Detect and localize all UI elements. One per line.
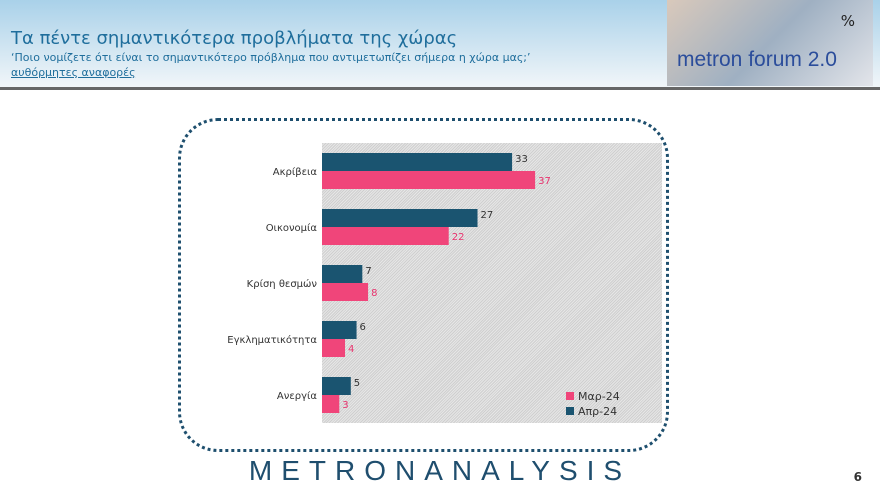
legend-label: Μαρ-24 [578,390,620,403]
bar [322,265,363,283]
category-label: Κρίση θεσμών [247,278,318,290]
page-number: 6 [853,470,862,484]
plot-area [322,143,662,423]
bar [322,339,346,357]
data-label: 6 [360,322,366,333]
percent-symbol: % [840,12,855,30]
category-label: Εγκληματικότητα [227,334,317,346]
question-subtitle: ‘Ποιο νομίζετε ότι είναι το σημαντικότερ… [11,51,531,64]
category-label: Οικονομία [266,222,318,234]
data-label: 4 [348,344,354,355]
data-label: 7 [365,266,371,277]
data-label: 33 [515,154,528,165]
bar [322,377,351,395]
legend-swatch [566,392,574,400]
legend-swatch [566,407,574,415]
bar [322,153,513,171]
note-link: αυθόρμητες αναφορές [11,66,136,79]
data-label: 27 [481,210,494,221]
legend-item-mar: Μαρ-24 [566,390,620,403]
category-label: Ακρίβεια [273,166,318,178]
data-label: 37 [538,176,551,187]
data-label: 8 [371,288,377,299]
metron-forum-logo: % metron forum 2.0 [667,0,873,86]
footer-brand: METRONANALYSIS [248,455,632,486]
category-label: Ανεργία [277,390,317,402]
bar [322,395,340,413]
data-label: 5 [354,378,360,389]
logo-text: metron forum 2.0 [677,48,837,71]
bar [322,209,478,227]
bar [322,283,369,301]
legend-label: Απρ-24 [578,405,618,418]
bar [322,171,536,189]
legend-item-apr: Απρ-24 [566,405,617,418]
header-divider [0,87,880,90]
bar [322,321,357,339]
chart-frame [178,118,669,452]
data-label: 3 [342,400,348,411]
bar [322,227,449,245]
page-title: Τα πέντε σημαντικότερα προβλήματα της χώ… [11,28,458,49]
data-label: 22 [452,232,465,243]
